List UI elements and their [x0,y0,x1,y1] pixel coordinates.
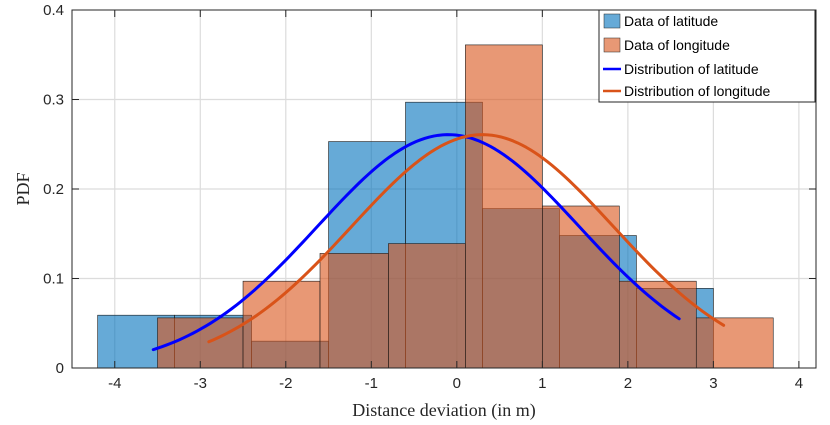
x-tick-label: -1 [365,375,378,392]
legend: Data of latitude Data of longitude Distr… [598,9,816,103]
x-tick-label: -2 [279,375,292,392]
legend-box [598,9,816,103]
distribution-curves [151,133,726,352]
legend-swatch-longitude-data [603,37,621,53]
legend-label-longitude-distribution: Distribution of longitude [624,83,771,99]
axis-ticks: -4 -3 -2 -1 0 1 2 3 4 0 0.1 0.2 0.3 0.4 [43,2,816,392]
x-tick-label: 0 [453,375,461,392]
y-tick-label: 0.1 [43,271,64,288]
legend-label-latitude-distribution: Distribution of latitude [624,61,759,77]
x-tick-label: 2 [624,375,632,392]
x-tick-label: -3 [194,375,207,392]
y-tick-label: 0.3 [43,92,64,109]
x-tick-label: 3 [709,375,717,392]
longitude-bar [319,253,389,369]
x-axis-label: Distance deviation (in m) [352,400,535,421]
longitude-bar [542,205,620,369]
x-tick-label: 4 [795,375,803,392]
longitude-bar [619,280,697,369]
longitude-distribution-line [207,133,726,344]
longitude-bar [388,243,466,369]
latitude-distribution-line [151,133,681,352]
y-axis-label: PDF [13,172,33,205]
legend-label-longitude-data: Data of longitude [624,37,730,53]
legend-label-latitude-data: Data of latitude [624,13,718,29]
longitude-bar [242,280,321,369]
longitude-bar [465,44,543,369]
longitude-bars [157,44,774,369]
y-tick-label: 0.2 [43,181,64,198]
longitude-bar [695,317,774,369]
y-tick-label: 0 [56,360,64,377]
legend-swatch-latitude-data [603,13,621,29]
y-tick-label: 0.4 [43,2,64,19]
x-tick-label: -4 [108,375,121,392]
x-tick-label: 1 [538,375,546,392]
